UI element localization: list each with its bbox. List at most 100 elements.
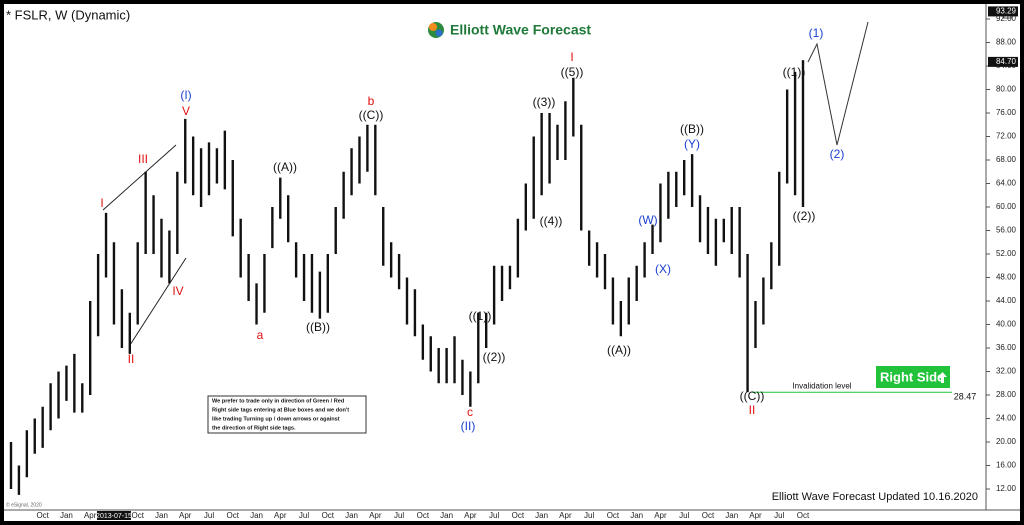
note-line: We prefer to trade only in direction of … [212,398,345,404]
y-tick-label: 80.00 [996,85,1017,94]
y-tick-label: 12.00 [996,484,1017,493]
y-tick-label: 60.00 [996,202,1017,211]
x-tick-label: Oct [227,511,240,520]
y-tick-label: 56.00 [996,226,1017,235]
x-tick-label: Oct [36,511,49,520]
y-tick-label: 88.00 [996,38,1017,47]
wave-label: I [570,50,573,64]
x-tick-label: Jan [440,511,453,520]
copyright: © eSignal, 2020 [6,501,42,508]
wave-label: ((B)) [680,122,704,136]
x-tick-label: Jan [345,511,358,520]
wave-label: IV [172,284,183,298]
wave-label: ((3)) [533,95,556,109]
wave-label: III [138,152,148,166]
wave-label: (II) [461,419,476,433]
y-tick-label: 24.00 [996,414,1017,423]
wave-label: ((C)) [740,389,765,403]
x-tick-label: Jan [630,511,643,520]
note-line: the direction of Right side tags. [212,425,296,431]
price-marker-label: 84.70 [996,57,1017,66]
x-tick-label: Jan [725,511,738,520]
x-tick-label: Oct [797,511,810,520]
x-tick-label: Oct [702,511,715,520]
wave-label: a [257,328,264,342]
y-tick-label: 52.00 [996,249,1017,258]
x-tick-label: Apr [654,511,667,520]
x-tick-label: Jul [679,511,689,520]
invalidation-value: 28.47 [954,392,977,402]
y-tick-label: 20.00 [996,437,1017,446]
chart-title: * FSLR, W (Dynamic) [6,7,130,22]
y-tick-label: 92.00 [996,14,1017,23]
x-tick-label: Jul [394,511,404,520]
wave-label: ((2)) [483,350,506,364]
right-side-box [876,366,950,388]
x-tick-label: Jul [299,511,309,520]
y-tick-label: 36.00 [996,343,1017,352]
wave-label: ((1)) [783,65,806,79]
brand-logo: Elliott Wave Forecast [428,22,591,38]
plot-area [4,4,986,510]
price-marker-label: 93.29 [996,7,1017,16]
y-tick-label: 76.00 [996,108,1017,117]
wave-label: V [182,104,190,118]
wave-label: II [749,403,756,417]
brand: Elliott Wave Forecast [450,22,591,38]
right-side-label: Right Side [880,369,944,384]
channel-line [129,257,187,346]
x-tick-label: Jan [60,511,73,520]
wave-label: ((5)) [561,65,584,79]
wave-label: ((4)) [540,214,563,228]
logo-mark [429,23,437,31]
note-line: Right side tags entering at Blue boxes a… [212,407,349,413]
wave-label: ((A)) [607,343,631,357]
x-tick-label: 2013-07-15 [96,513,132,520]
price-marker-box [988,56,1018,67]
wave-label: c [467,405,473,419]
projection-path [807,21,869,146]
logo-mark [435,29,443,37]
x-tick-label: Jul [489,511,499,520]
wave-label: II [128,352,135,366]
wave-label: (2) [830,147,845,161]
x-tick-label: Jan [155,511,168,520]
wave-label: ((1)) [469,309,492,323]
wave-label: ((C)) [359,108,384,122]
y-tick-label: 16.00 [996,461,1017,470]
y-tick-label: 68.00 [996,155,1017,164]
x-tick-label: Jul [584,511,594,520]
y-tick-label: 32.00 [996,367,1017,376]
x-tick-label: Apr [84,511,97,520]
price-marker-box [988,6,1018,17]
channel-line [102,144,177,211]
x-tick-label: Jan [250,511,263,520]
wave-label: ((A)) [273,160,297,174]
y-axis-panel [986,4,1020,510]
x-tick-label: Jan [535,511,548,520]
x-tick-label: Oct [322,511,335,520]
y-tick-label: 48.00 [996,273,1017,282]
wave-label: (I) [180,88,191,102]
y-tick-label: 40.00 [996,320,1017,329]
x-tick-label: Oct [607,511,620,520]
wave-label: b [368,94,375,108]
x-tick-label: Apr [559,511,572,520]
wave-label: ((2)) [793,209,816,223]
date-marker-box [96,511,131,520]
note-box [207,395,367,434]
x-tick-label: Jul [774,511,784,520]
wave-label: (X) [655,262,671,276]
x-tick-label: Apr [369,511,382,520]
y-tick-label: 72.00 [996,132,1017,141]
footer: Elliott Wave Forecast Updated 10.16.2020 [772,491,978,503]
wave-label: (Y) [684,137,700,151]
y-tick-label: 64.00 [996,179,1017,188]
wave-label: ((B)) [306,320,330,334]
invalidation-label: Invalidation level [792,381,851,390]
x-tick-label: Apr [179,511,192,520]
x-tick-label: Apr [749,511,762,520]
x-tick-label: Oct [512,511,525,520]
